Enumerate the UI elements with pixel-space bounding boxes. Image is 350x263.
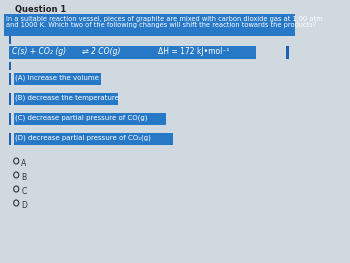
Text: and 1000 K. Which two of the following changes will shift the reaction towards t: and 1000 K. Which two of the following c… xyxy=(6,23,316,28)
Text: In a suitable reaction vessel, pieces of graphite are mixed with carbon dioxide : In a suitable reaction vessel, pieces of… xyxy=(6,16,323,22)
Text: ΔH = 172 kJ•mol⁻¹: ΔH = 172 kJ•mol⁻¹ xyxy=(158,48,230,57)
FancyBboxPatch shape xyxy=(14,93,118,105)
Text: (A) increase the volume: (A) increase the volume xyxy=(15,74,99,81)
FancyBboxPatch shape xyxy=(8,113,11,125)
FancyBboxPatch shape xyxy=(8,46,257,59)
Text: D: D xyxy=(21,201,27,210)
FancyBboxPatch shape xyxy=(14,73,101,85)
Text: 2 CO(g): 2 CO(g) xyxy=(91,48,121,57)
FancyBboxPatch shape xyxy=(8,62,11,70)
Text: (B) decrease the temperature: (B) decrease the temperature xyxy=(15,94,119,101)
FancyBboxPatch shape xyxy=(8,36,11,44)
Text: C(s) + CO₂ (g): C(s) + CO₂ (g) xyxy=(12,48,66,57)
Text: B: B xyxy=(21,173,27,182)
FancyBboxPatch shape xyxy=(8,133,11,145)
FancyBboxPatch shape xyxy=(8,93,11,105)
FancyBboxPatch shape xyxy=(14,113,166,125)
Text: (D) decrease partial pressure of CO₂(g): (D) decrease partial pressure of CO₂(g) xyxy=(15,134,151,141)
Text: C: C xyxy=(21,187,27,196)
Text: Question 1: Question 1 xyxy=(15,5,66,14)
Text: (C) decrease partial pressure of CO(g): (C) decrease partial pressure of CO(g) xyxy=(15,114,148,121)
FancyBboxPatch shape xyxy=(4,14,295,36)
FancyBboxPatch shape xyxy=(286,46,289,59)
FancyBboxPatch shape xyxy=(14,133,173,145)
Text: ⇌: ⇌ xyxy=(81,48,88,57)
FancyBboxPatch shape xyxy=(8,73,11,85)
Text: A: A xyxy=(21,159,27,168)
